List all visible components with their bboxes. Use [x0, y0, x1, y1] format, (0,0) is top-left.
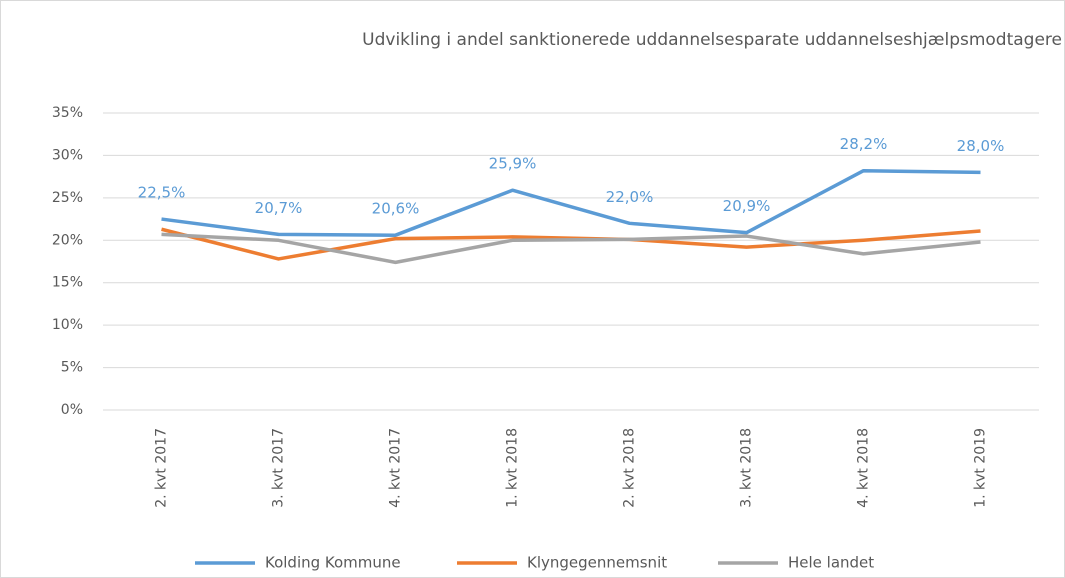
x-tick-label: 3. kvt 2017	[271, 428, 287, 508]
x-tick-label: 1. kvt 2018	[505, 428, 521, 508]
chart-title: Udvikling i andel sanktionerede uddannel…	[362, 30, 1062, 50]
data-label: 25,9%	[489, 155, 537, 173]
y-tick-label: 30%	[52, 147, 83, 163]
y-tick-label: 15%	[52, 275, 83, 291]
data-label: 20,7%	[255, 199, 303, 217]
y-tick-label: 25%	[52, 190, 83, 206]
y-tick-label: 20%	[52, 232, 83, 248]
x-tick-label: 4. kvt 2018	[856, 428, 872, 508]
x-tick-label: 2. kvt 2017	[154, 428, 170, 508]
series-line	[161, 168, 981, 237]
legend-label: Klyngegennemsnit	[527, 554, 667, 572]
y-tick-label: 0%	[61, 402, 83, 418]
x-tick-label: 1. kvt 2019	[973, 428, 989, 508]
data-label: 28,2%	[840, 135, 888, 153]
data-label: 20,6%	[372, 200, 420, 218]
x-tick-label: 2. kvt 2018	[622, 428, 638, 508]
series-line	[161, 232, 981, 265]
data-label: 20,9%	[723, 197, 771, 215]
data-label: 22,0%	[606, 188, 654, 206]
y-tick-label: 35%	[52, 105, 83, 121]
legend-label: Hele landet	[788, 554, 874, 572]
data-label: 22,5%	[138, 184, 186, 202]
data-label: 28,0%	[957, 137, 1005, 155]
x-tick-label: 4. kvt 2017	[388, 428, 404, 508]
x-tick-label: 3. kvt 2018	[739, 428, 755, 508]
y-tick-label: 10%	[52, 317, 83, 333]
y-tick-label: 5%	[61, 360, 83, 376]
legend-label: Kolding Kommune	[265, 554, 401, 572]
